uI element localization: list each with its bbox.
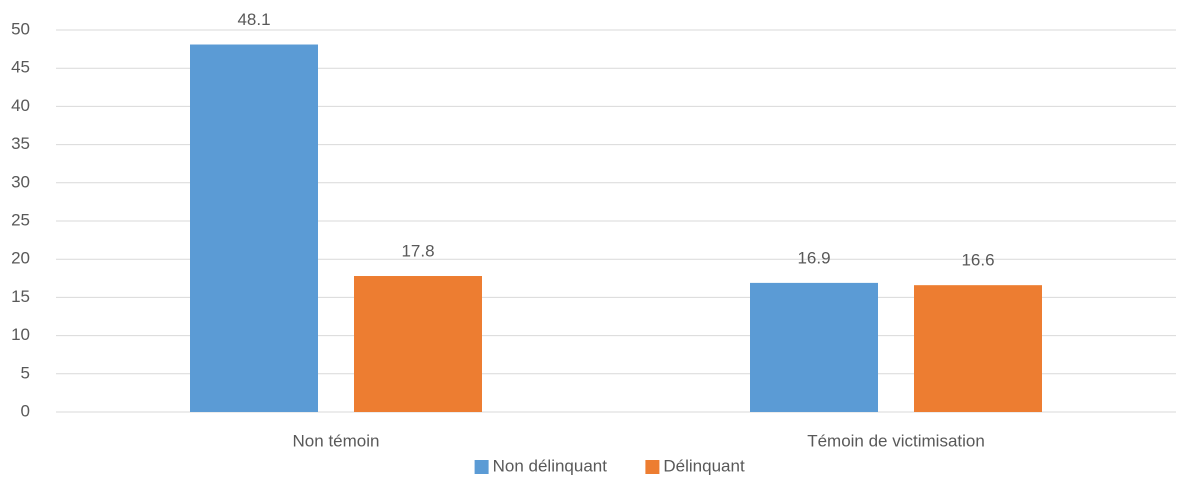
y-tick-label: 0 [21, 401, 30, 420]
legend-label: Délinquant [663, 456, 745, 475]
data-label: 16.6 [961, 251, 994, 270]
y-tick-label: 10 [11, 325, 30, 344]
y-tick-label: 30 [11, 172, 30, 191]
data-label: 17.8 [401, 241, 434, 260]
data-label: 48.1 [237, 10, 270, 29]
legend-swatch [474, 460, 489, 474]
y-tick-label: 35 [11, 134, 30, 153]
data-label: 16.9 [797, 248, 830, 267]
y-tick-label: 5 [21, 363, 30, 382]
legend-label: Non délinquant [493, 456, 608, 475]
bar [750, 282, 878, 412]
x-tick-label: Témoin de victimisation [807, 431, 985, 450]
y-tick-label: 40 [11, 96, 30, 115]
bar [354, 276, 482, 412]
bar [190, 44, 318, 413]
y-tick-label: 45 [11, 58, 30, 77]
y-tick-label: 20 [11, 249, 30, 268]
legend-swatch [645, 460, 660, 474]
x-tick-label: Non témoin [293, 431, 380, 450]
bar [914, 285, 1042, 412]
y-tick-label: 50 [11, 19, 30, 38]
y-tick-label: 25 [11, 210, 30, 229]
y-tick-label: 15 [11, 287, 30, 306]
